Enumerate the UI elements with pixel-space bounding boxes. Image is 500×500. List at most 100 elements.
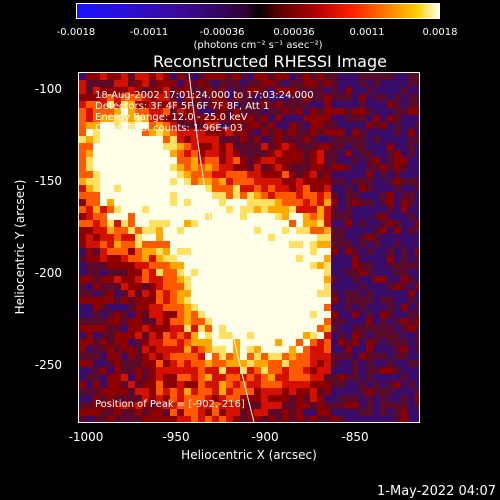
heatmap-pixel <box>142 367 149 374</box>
heatmap-pixel <box>261 353 268 360</box>
heatmap-pixel <box>121 150 128 157</box>
heatmap-pixel <box>373 164 380 171</box>
heatmap-pixel <box>128 297 135 304</box>
heatmap-pixel <box>408 80 415 87</box>
heatmap-pixel <box>408 241 415 248</box>
heatmap-pixel <box>205 213 212 220</box>
heatmap-pixel <box>331 164 338 171</box>
heatmap-pixel <box>324 150 331 157</box>
heatmap-pixel <box>338 262 345 269</box>
heatmap-pixel <box>275 388 282 395</box>
heatmap-pixel <box>135 346 142 353</box>
heatmap-pixel <box>226 262 233 269</box>
heatmap-pixel <box>317 346 324 353</box>
heatmap-pixel <box>261 108 268 115</box>
heatmap-pixel <box>114 346 121 353</box>
heatmap-pixel <box>86 416 93 422</box>
heatmap-pixel <box>205 360 212 367</box>
heatmap-pixel <box>275 297 282 304</box>
heatmap-pixel <box>198 115 205 122</box>
heatmap-pixel <box>240 409 247 416</box>
heatmap-pixel <box>219 353 226 360</box>
heatmap-pixel <box>219 115 226 122</box>
heatmap-pixel <box>156 136 163 143</box>
heatmap-pixel <box>394 332 401 339</box>
heatmap-pixel <box>240 395 247 402</box>
heatmap-pixel <box>233 297 240 304</box>
heatmap-pixel <box>212 290 219 297</box>
heatmap-pixel <box>408 374 415 381</box>
heatmap-pixel <box>261 136 268 143</box>
heatmap-pixel <box>254 318 261 325</box>
heatmap-pixel <box>394 171 401 178</box>
heatmap-pixel <box>317 213 324 220</box>
heatmap-pixel <box>135 80 142 87</box>
heatmap-pixel <box>121 115 128 122</box>
heatmap-pixel <box>282 157 289 164</box>
heatmap-pixel <box>415 248 419 255</box>
heatmap-pixel <box>415 87 419 94</box>
heatmap-pixel <box>359 143 366 150</box>
heatmap-pixel <box>296 416 303 422</box>
heatmap-pixel <box>170 171 177 178</box>
heatmap-pixel <box>289 283 296 290</box>
heatmap-pixel <box>359 297 366 304</box>
heatmap-pixel <box>401 87 408 94</box>
heatmap-pixel <box>128 150 135 157</box>
heatmap-pixel <box>415 164 419 171</box>
heatmap-pixel <box>79 87 86 94</box>
heatmap-pixel <box>86 164 93 171</box>
heatmap-pixel <box>93 346 100 353</box>
heatmap-pixel <box>366 395 373 402</box>
heatmap-pixel <box>170 339 177 346</box>
heatmap-pixel <box>86 80 93 87</box>
heatmap-pixel <box>205 381 212 388</box>
heatmap-pixel <box>401 143 408 150</box>
heatmap-pixel <box>121 192 128 199</box>
heatmap-pixel <box>310 402 317 409</box>
heatmap-pixel <box>142 262 149 269</box>
heatmap-pixel <box>303 346 310 353</box>
heatmap-pixel <box>268 402 275 409</box>
heatmap-pixel <box>289 94 296 101</box>
heatmap-pixel <box>198 178 205 185</box>
heatmap-pixel <box>310 227 317 234</box>
heatmap-pixel <box>233 234 240 241</box>
heatmap-pixel <box>310 262 317 269</box>
heatmap-pixel <box>345 416 352 422</box>
heatmap-pixel <box>198 381 205 388</box>
heatmap-pixel <box>93 122 100 129</box>
heatmap-pixel <box>205 227 212 234</box>
heatmap-pixel <box>373 129 380 136</box>
heatmap-pixel <box>415 276 419 283</box>
heatmap-pixel <box>338 73 345 80</box>
heatmap-pixel <box>324 122 331 129</box>
heatmap-pixel <box>135 178 142 185</box>
heatmap-pixel <box>184 269 191 276</box>
heatmap-pixel <box>128 262 135 269</box>
colorbar-tick: -0.0018 <box>56 27 96 38</box>
heatmap-pixel <box>352 367 359 374</box>
heatmap-pixel <box>128 381 135 388</box>
heatmap-pixel <box>128 360 135 367</box>
heatmap-pixel <box>282 94 289 101</box>
heatmap-pixel <box>107 206 114 213</box>
heatmap-pixel <box>268 108 275 115</box>
heatmap-pixel <box>366 360 373 367</box>
heatmap-pixel <box>156 276 163 283</box>
heatmap-pixel <box>79 318 86 325</box>
heatmap-pixel <box>261 178 268 185</box>
heatmap-pixel <box>156 80 163 87</box>
heatmap-pixel <box>121 367 128 374</box>
heatmap-pixel <box>79 143 86 150</box>
heatmap-pixel <box>324 185 331 192</box>
heatmap-pixel <box>163 206 170 213</box>
heatmap-pixel <box>415 115 419 122</box>
heatmap-pixel <box>296 311 303 318</box>
heatmap-pixel <box>79 220 86 227</box>
heatmap-pixel <box>345 360 352 367</box>
heatmap-pixel <box>352 178 359 185</box>
heatmap-pixel <box>247 94 254 101</box>
heatmap-pixel <box>282 213 289 220</box>
heatmap-pixel <box>345 346 352 353</box>
